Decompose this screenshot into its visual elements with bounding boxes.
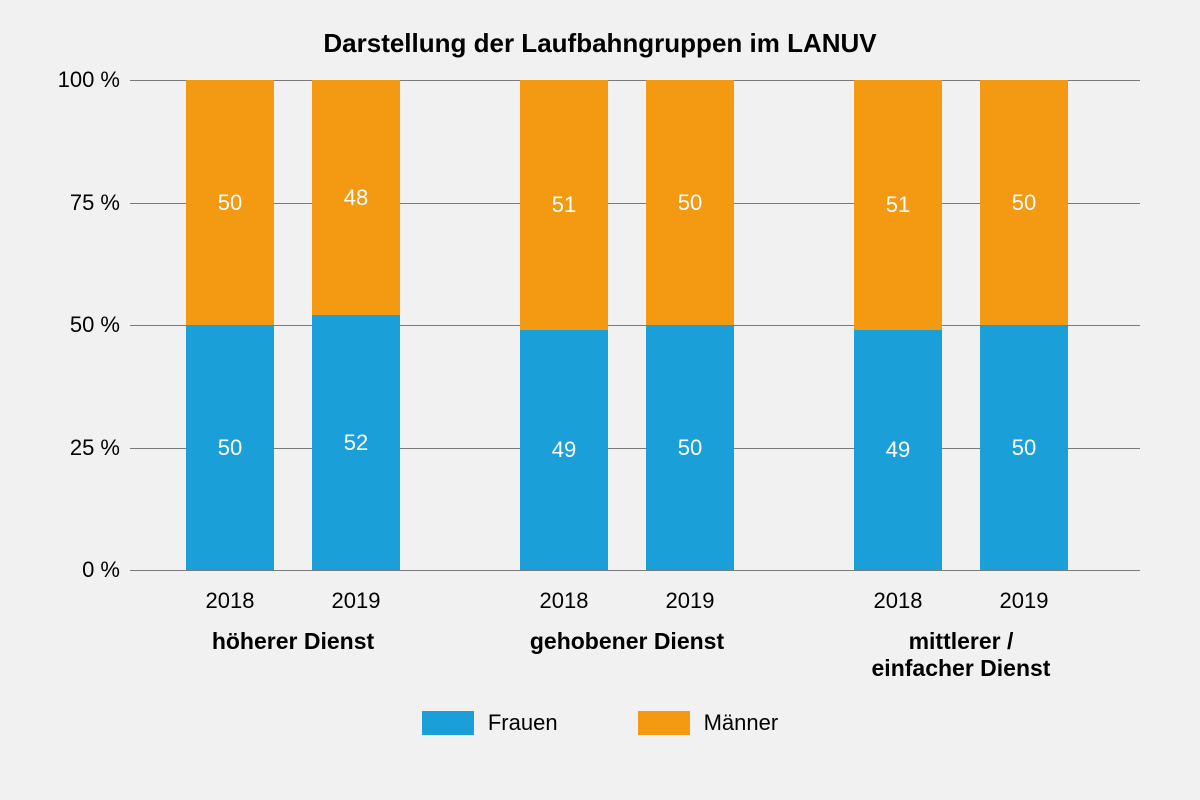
bar: 4951	[854, 80, 942, 570]
bar: 4951	[520, 80, 608, 570]
y-tick-label: 0 %	[82, 557, 120, 583]
y-tick-label: 25 %	[70, 435, 120, 461]
x-year-label: 2018	[854, 588, 942, 614]
bar-segment-maenner: 51	[854, 80, 942, 330]
bar-segment-maenner: 51	[520, 80, 608, 330]
x-year-label: 2019	[980, 588, 1068, 614]
gridline	[130, 570, 1140, 571]
legend-label: Männer	[704, 710, 779, 736]
x-year-label: 2018	[520, 588, 608, 614]
x-group-label: mittlerer / einfacher Dienst	[811, 628, 1111, 682]
plot-area: 505052484951505049515050	[130, 80, 1140, 570]
x-year-label: 2019	[312, 588, 400, 614]
bar-segment-frauen: 52	[312, 315, 400, 570]
y-tick-label: 100 %	[58, 67, 120, 93]
bar-segment-frauen: 49	[854, 330, 942, 570]
x-year-label: 2018	[186, 588, 274, 614]
bar-segment-maenner: 50	[646, 80, 734, 325]
bar-segment-maenner: 50	[980, 80, 1068, 325]
y-tick-label: 75 %	[70, 190, 120, 216]
x-year-label: 2019	[646, 588, 734, 614]
bar-segment-frauen: 50	[646, 325, 734, 570]
x-group-label: höherer Dienst	[143, 628, 443, 655]
legend-item: Männer	[638, 710, 779, 736]
x-group-label: gehobener Dienst	[477, 628, 777, 655]
bar-segment-maenner: 50	[186, 80, 274, 325]
bar-segment-maenner: 48	[312, 80, 400, 315]
legend-item: Frauen	[422, 710, 558, 736]
legend-swatch	[422, 711, 474, 735]
bar-segment-frauen: 50	[980, 325, 1068, 570]
bar: 5050	[646, 80, 734, 570]
bar: 5050	[980, 80, 1068, 570]
y-tick-label: 50 %	[70, 312, 120, 338]
chart-title: Darstellung der Laufbahngruppen im LANUV	[0, 28, 1200, 59]
legend-swatch	[638, 711, 690, 735]
legend-label: Frauen	[488, 710, 558, 736]
bar: 5248	[312, 80, 400, 570]
bar: 5050	[186, 80, 274, 570]
bar-segment-frauen: 50	[186, 325, 274, 570]
legend: Frauen Männer	[0, 710, 1200, 736]
bar-segment-frauen: 49	[520, 330, 608, 570]
